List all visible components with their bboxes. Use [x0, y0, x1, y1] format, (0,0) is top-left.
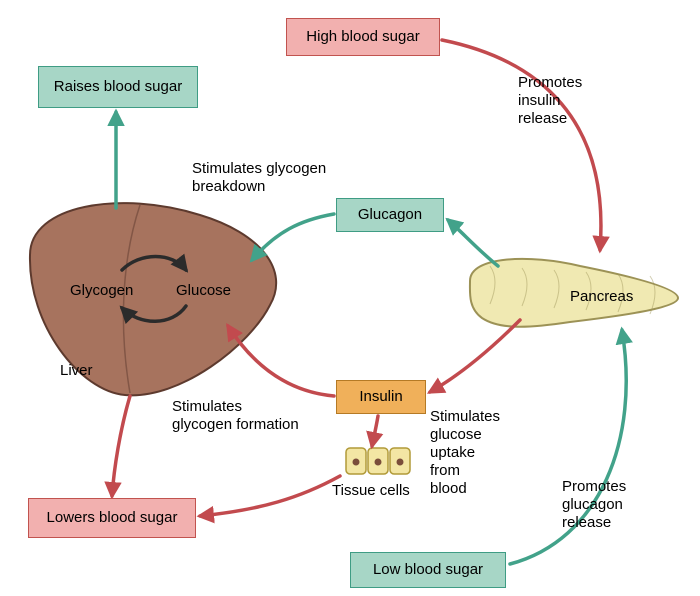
box-glucagon-label: Glucagon [358, 206, 422, 223]
label-pancreas: Pancreas [570, 288, 633, 306]
box-raises-label: Raises blood sugar [54, 78, 182, 95]
label-stim_breakdown: Stimulates glycogen breakdown [192, 160, 326, 196]
label-glycogen: Glycogen [70, 282, 133, 300]
arrow-pancreas-to-insulin [430, 320, 520, 392]
box-raises: Raises blood sugar [38, 66, 198, 108]
label-liver: Liver [60, 362, 93, 380]
box-high: High blood sugar [286, 18, 440, 56]
label-tissue_cells: Tissue cells [332, 482, 410, 500]
box-high-label: High blood sugar [306, 28, 419, 45]
arrow-pancreas-to-glucagon [448, 220, 498, 266]
arrow-high-to-pancreas [442, 40, 601, 250]
arrow-glycogen-to-glucose [122, 257, 186, 271]
box-insulin: Insulin [336, 380, 426, 414]
arrow-insulin-to-liver [228, 326, 334, 396]
label-promotes_insulin: Promotes insulin release [518, 74, 582, 128]
box-low: Low blood sugar [350, 552, 506, 588]
label-stim_formation: Stimulates glycogen formation [172, 398, 299, 434]
tissue-cells-shape [346, 448, 410, 474]
arrow-cells-to-lowers [200, 476, 340, 516]
label-stim_uptake: Stimulates glucose uptake from blood [430, 408, 500, 498]
box-lowers-label: Lowers blood sugar [47, 509, 178, 526]
arrow-glucose-to-glycogen [122, 306, 186, 321]
box-glucagon: Glucagon [336, 198, 444, 232]
label-glucose: Glucose [176, 282, 231, 300]
label-promotes_glucagon: Promotes glucagon release [562, 478, 626, 532]
arrow-liver-to-lowers [112, 396, 130, 496]
diagram-stage: Raises blood sugar High blood sugar Glucag… [0, 0, 700, 596]
arrow-insulin-to-cells [372, 416, 378, 446]
box-low-label: Low blood sugar [373, 561, 483, 578]
arrow-glucagon-to-liver [252, 214, 334, 260]
box-insulin-label: Insulin [359, 388, 402, 405]
box-lowers: Lowers blood sugar [28, 498, 196, 538]
